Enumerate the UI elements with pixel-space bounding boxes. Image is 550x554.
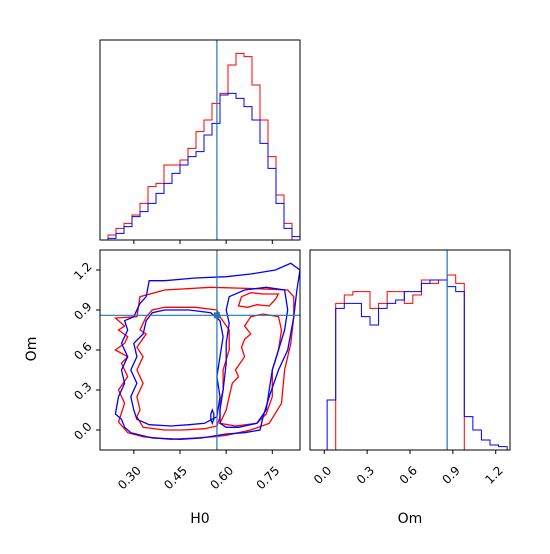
contour-series-2-3 xyxy=(219,286,289,428)
contour-series-2-2 xyxy=(130,309,224,427)
truth-marker xyxy=(213,312,220,319)
x-tick-label-H0-3: 0.75 xyxy=(254,463,283,492)
x-tick-label-Om-1: 0.3 xyxy=(354,463,377,486)
y-tick-label-Om-3: 0.9 xyxy=(71,299,94,322)
y-axis-label-Om: Om xyxy=(24,337,40,362)
x-tick-label-Om-2: 0.6 xyxy=(397,463,420,486)
histogram-series-2-H0 xyxy=(100,92,300,240)
contour-series-1-3 xyxy=(219,313,283,427)
axes-frame-hist-H0 xyxy=(99,39,301,241)
histogram-panel-Om: 0.0 0.3 0.6 0.9 1.2 xyxy=(309,249,511,487)
contour-series-2-4 xyxy=(210,408,215,426)
contour-series-1-1 xyxy=(113,286,295,440)
x-tick-label-Om-0: 0.0 xyxy=(311,463,334,486)
contour-series-1-4 xyxy=(237,292,280,308)
y-tick-label-Om-0: 0.0 xyxy=(71,419,94,442)
histogram-panel-H0 xyxy=(99,39,301,244)
x-tick-label-Om-4: 1.2 xyxy=(482,463,505,486)
histogram-series-1-H0 xyxy=(100,52,300,240)
x-tick-label-Om-3: 0.9 xyxy=(440,463,463,486)
y-tick-label-Om-1: 0.3 xyxy=(71,379,94,402)
histogram-series-2-Om xyxy=(310,279,510,450)
histogram-series-1-Om xyxy=(310,274,510,450)
axes-frame-hist-Om xyxy=(309,249,511,451)
x-axis-label-H0: H0 xyxy=(190,511,209,527)
x-tick-label-H0-1: 0.45 xyxy=(161,463,190,492)
y-tick-label-Om-4: 1.2 xyxy=(71,259,94,282)
x-tick-label-H0-2: 0.60 xyxy=(207,463,236,492)
joint-contour-panel: 0.30 0.45 0.60 0.75 0.0 0.3 0.6 0.9 1.2 xyxy=(71,249,301,492)
axes-frame-joint xyxy=(99,249,301,451)
contour-series-2-1 xyxy=(114,262,300,440)
y-tick-label-Om-2: 0.6 xyxy=(71,339,94,362)
x-tick-label-H0-0: 0.30 xyxy=(115,463,144,492)
x-axis-label-Om: Om xyxy=(398,511,423,527)
contour-series-1-2 xyxy=(136,306,230,431)
